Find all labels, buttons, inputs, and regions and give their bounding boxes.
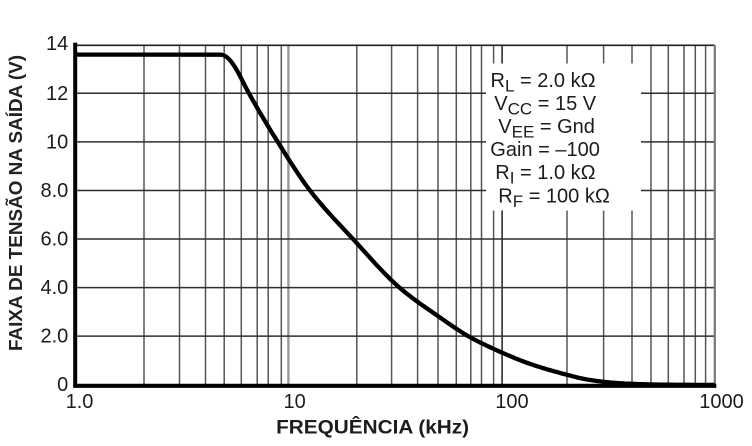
svg-text:2.0: 2.0 bbox=[40, 326, 68, 348]
svg-text:10: 10 bbox=[283, 391, 305, 413]
svg-text:FREQUÊNCIA (kHz): FREQUÊNCIA (kHz) bbox=[276, 417, 469, 439]
svg-text:8.0: 8.0 bbox=[40, 180, 68, 202]
svg-text:14: 14 bbox=[46, 33, 68, 55]
svg-text:0: 0 bbox=[57, 374, 68, 396]
svg-text:6.0: 6.0 bbox=[40, 229, 68, 251]
svg-text:100: 100 bbox=[495, 391, 528, 413]
svg-text:10: 10 bbox=[46, 131, 68, 153]
svg-text:4.0: 4.0 bbox=[40, 277, 68, 299]
svg-text:1.0: 1.0 bbox=[66, 391, 94, 413]
svg-text:Gain = –100: Gain = –100 bbox=[490, 139, 600, 161]
svg-text:12: 12 bbox=[46, 83, 68, 105]
svg-text:RL = 2.0 kΩ: RL = 2.0 kΩ bbox=[491, 70, 596, 96]
svg-text:FAIXA DE TENSÃO NA SAÍDA (V): FAIXA DE TENSÃO NA SAÍDA (V) bbox=[5, 55, 26, 351]
svg-text:1000: 1000 bbox=[699, 391, 744, 413]
